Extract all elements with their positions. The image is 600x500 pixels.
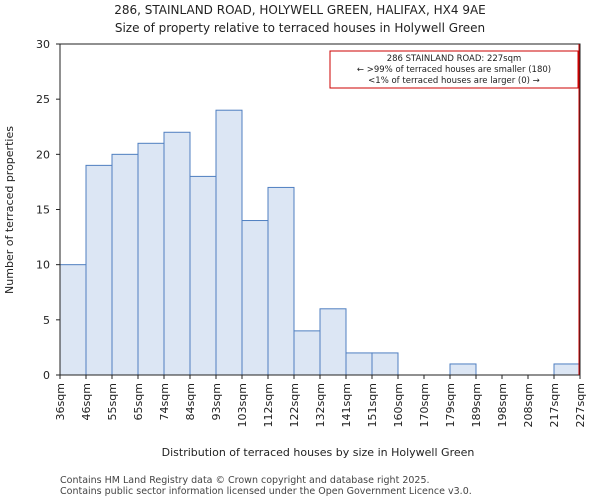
- bar-55sqm: [111, 153, 139, 376]
- x-tick-label: 36sqm: [54, 383, 67, 420]
- bar-217sqm: [553, 363, 581, 376]
- y-tick-label: 25: [36, 93, 50, 106]
- bar-179sqm: [449, 363, 477, 376]
- annotation-line-1: 286 STAINLAND ROAD: 227sqm: [387, 54, 522, 64]
- x-tick-label: 208sqm: [522, 383, 535, 427]
- bar-36sqm: [59, 264, 87, 376]
- bars-group: [59, 109, 581, 376]
- x-tick-label: 170sqm: [418, 383, 431, 427]
- x-tick-label: 227sqm: [574, 383, 587, 427]
- x-tick-label: 198sqm: [496, 383, 509, 427]
- y-axis-label: Number of terraced properties: [3, 126, 16, 294]
- x-tick-label: 151sqm: [366, 383, 379, 427]
- x-tick-label: 112sqm: [262, 383, 275, 427]
- x-tick-label: 84sqm: [184, 383, 197, 420]
- y-tick-label: 0: [43, 369, 50, 382]
- y-tick-label: 20: [36, 148, 50, 161]
- bar-122sqm: [293, 330, 321, 376]
- x-tick-label: 217sqm: [548, 383, 561, 427]
- x-axis-ticks: 36sqm 46sqm 55sqm 65sqm 74sqm 84sqm 93sqm 103sq…: [54, 375, 587, 427]
- bar-132sqm: [319, 308, 347, 376]
- x-axis-label: Distribution of terraced houses by size …: [162, 446, 475, 459]
- x-tick-label: 132sqm: [314, 383, 327, 427]
- x-tick-label: 103sqm: [236, 383, 249, 427]
- bar-112sqm: [267, 186, 295, 376]
- x-tick-label: 141sqm: [340, 383, 353, 427]
- y-tick-label: 10: [36, 259, 50, 272]
- x-tick-label: 189sqm: [470, 383, 483, 427]
- bar-93sqm: [215, 109, 243, 376]
- bar-74sqm: [163, 131, 191, 376]
- footer-line-2: Contains public sector information licen…: [60, 486, 472, 497]
- annotation-frame: [329, 50, 579, 89]
- y-axis-ticks: 0 5 10 15 20 25 30: [36, 38, 60, 382]
- plot-frame: [59, 43, 581, 376]
- x-tick-label: 93sqm: [210, 383, 223, 420]
- bar-65sqm: [137, 142, 165, 376]
- x-tick-label: 179sqm: [444, 383, 457, 427]
- bar-151sqm: [371, 352, 399, 376]
- bar-141sqm: [345, 352, 373, 376]
- x-tick-label: 122sqm: [288, 383, 301, 427]
- chart-title: 286, STAINLAND ROAD, HOLYWELL GREEN, HAL…: [114, 3, 486, 17]
- y-tick-label: 30: [36, 38, 50, 51]
- x-tick-label: 46sqm: [80, 383, 93, 420]
- annotation-box: 286 STAINLAND ROAD: 227sqm ← >99% of ter…: [329, 50, 579, 89]
- footer-line-1: Contains HM Land Registry data © Crown c…: [60, 475, 430, 486]
- annotation-line-2: ← >99% of terraced houses are smaller (1…: [357, 65, 551, 75]
- bar-84sqm: [189, 175, 217, 376]
- annotation-line-3: <1% of terraced houses are larger (0) →: [368, 76, 540, 86]
- bar-103sqm: [241, 220, 269, 376]
- x-tick-label: 65sqm: [132, 383, 145, 420]
- chart-subtitle: Size of property relative to terraced ho…: [115, 21, 485, 35]
- x-tick-label: 55sqm: [106, 383, 119, 420]
- x-tick-label: 160sqm: [392, 383, 405, 427]
- bar-46sqm: [85, 164, 113, 376]
- y-tick-label: 15: [36, 204, 50, 217]
- x-tick-label: 74sqm: [158, 383, 171, 420]
- y-tick-label: 5: [43, 314, 50, 327]
